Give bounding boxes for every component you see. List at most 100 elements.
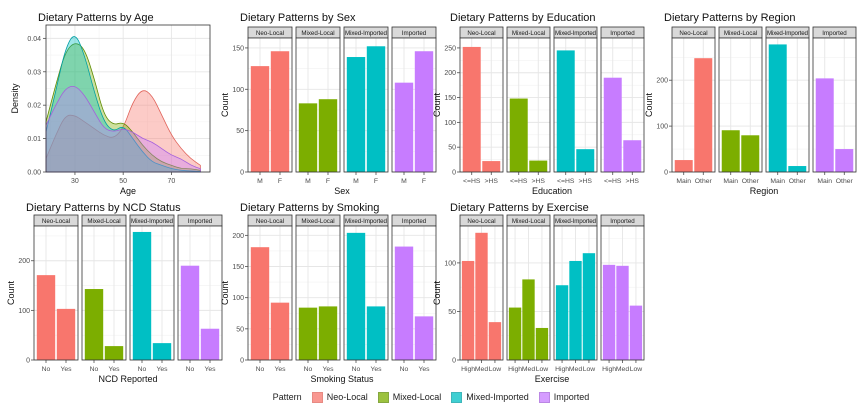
x-tick-label: Yes [322,366,334,373]
bar-mixed-local-other [741,135,760,172]
x-tick-label: Med [475,366,488,373]
bar-imported-hs [623,140,642,172]
bar-mixed-local-high [508,307,522,360]
chart-exercise: Dietary Patterns by Exercise Neo-Local Hig… [432,202,645,384]
bar-mixed-local-no [298,307,318,360]
plot-frame [295,37,341,173]
x-tick-label: Low [489,366,502,373]
facet-mixed-local: Mixed-Local No Yes [81,214,127,373]
y-tick-label: 0.00 [27,170,41,177]
facet-strip-label: Mixed-Local [724,30,757,37]
chart-title: Dietary Patterns by Education [450,12,596,24]
x-axis-label: Sex [334,186,350,196]
chart-ncd-reported: Dietary Patterns by NCD Status Neo-Local N… [6,202,223,384]
y-tick-label: 150 [232,264,244,271]
x-tick-label: F [278,178,282,185]
x-tick-label: M [305,178,311,185]
x-tick-label: No [304,366,313,373]
plot-frame [343,225,389,361]
x-tick-label: Low [536,366,549,373]
plot-frame [343,37,389,173]
density-area-imported [45,85,201,173]
x-axis-label: Region [750,186,779,196]
facet-mixed-local: Mixed-Local Main Other [718,26,763,185]
y-tick-label: 0.03 [27,69,41,76]
bar-neo-local-yes [270,302,290,360]
chart-title: Dietary Patterns by Exercise [450,202,589,214]
facet-mixed-imported: Mixed-Imported High Med Low [553,214,598,373]
legend-label-imported: Imported [553,392,590,402]
facet-strip-label: Mixed-Local [301,218,334,225]
y-tick-label: 200 [232,233,244,240]
legend-item-mixed-imported: Mixed-Imported [451,391,529,403]
chart-title: Dietary Patterns by Sex [240,12,356,24]
y-tick-label: 0 [240,358,244,365]
bar-mixed-local-hs [509,98,528,172]
bar-mixed-local-yes [104,346,124,360]
facet-neo-local: Neo-Local M F [247,26,293,185]
bar-neo-local-hs [462,46,481,172]
x-tick-label: F [374,178,378,185]
bar-neo-local-f [270,51,290,172]
facet-neo-local: Neo-Local High Med Low [459,214,504,373]
plot-frame [247,225,293,361]
bar-mixed-local-main [721,130,740,172]
bar-neo-local-low [488,322,502,360]
bar-mixed-imported-med [569,260,582,360]
facet-strip-label: Mixed-Local [512,30,545,37]
bar-imported-low [629,305,643,360]
y-axis-label: Count [432,281,442,306]
x-axis-label: Exercise [535,374,570,384]
plot-frame [553,37,598,173]
x-tick-label: No [400,366,409,373]
chart-title: Dietary Patterns by Region [664,12,795,24]
x-tick-label: Main [817,178,832,185]
plot-frame [391,37,437,173]
bar-mixed-imported-main [768,44,787,173]
x-tick-label: No [138,366,147,373]
y-tick-label: 0.04 [27,36,41,43]
y-tick-label: 100 [444,260,456,267]
chart-title: Dietary Patterns by NCD Status [26,202,181,214]
legend-label-mixed-imported: Mixed-Imported [466,392,529,402]
y-tick-label: 0 [452,170,456,177]
facet-strip-label: Neo-Local [467,218,495,225]
facet-neo-local: Neo-Local No Yes [247,214,293,373]
bar-neo-local-med [475,232,488,360]
facet-strip-label: Neo-Local [679,30,707,37]
x-tick-label: Other [695,178,713,185]
x-tick-label: No [256,366,265,373]
x-axis-label: Smoking Status [310,374,374,384]
facet-imported: Imported Main Other [812,26,857,185]
x-tick-label: <=HS [557,178,575,185]
bar-mixed-imported-yes [152,343,172,360]
x-tick-label: >HS [626,178,640,185]
bar-neo-local-other [694,58,713,172]
facet-strip-label: Neo-Local [42,218,70,225]
facet-imported: Imported No Yes [391,214,437,373]
legend-title: Pattern [272,392,302,402]
bar-mixed-local-med [522,279,535,360]
y-tick-label: 100 [232,87,244,94]
x-tick-label: 30 [71,178,79,185]
bar-mixed-imported-no [346,232,366,360]
x-tick-label: M [401,178,407,185]
x-tick-label: No [352,366,361,373]
bar-neo-local-main [674,160,693,172]
y-tick-label: 100 [444,120,456,127]
chart-title: Dietary Patterns by Smoking [240,202,379,214]
x-tick-label: Med [522,366,535,373]
y-tick-label: 0 [240,170,244,177]
density-area-mixed-imported [45,36,201,173]
plot-frame [391,225,437,361]
plot-frame [506,225,551,361]
facet-strip-label: Imported [822,30,847,37]
bar-mixed-imported-f [366,46,386,172]
x-tick-label: Main [770,178,785,185]
bar-imported-m [394,82,414,172]
plot-background [46,25,210,172]
bar-neo-local-high [461,260,475,360]
y-tick-label: 50 [448,309,456,316]
facet-strip-label: Mixed-Imported [345,218,388,225]
